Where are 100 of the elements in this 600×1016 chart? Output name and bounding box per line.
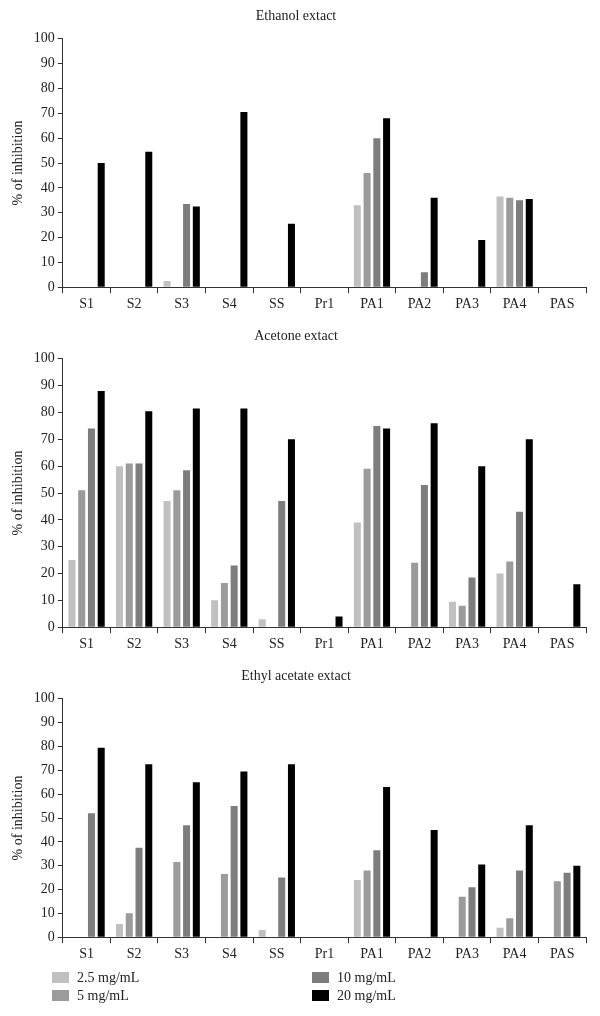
bar: [363, 870, 371, 937]
bar: [383, 787, 391, 937]
bar: [335, 616, 343, 627]
x-tick-label: S2: [126, 946, 142, 962]
x-tick-label: PA3: [455, 636, 479, 652]
y-tick-label: 70: [40, 104, 55, 120]
bar: [478, 864, 486, 937]
x-tick-label: S4: [221, 636, 237, 652]
y-tick-label: 90: [40, 377, 55, 393]
bar: [173, 862, 181, 937]
y-tick-label: 20: [40, 881, 55, 897]
bar: [287, 223, 295, 287]
bar: [496, 573, 504, 627]
bar: [468, 887, 476, 937]
x-tick-label: PA2: [407, 946, 432, 962]
x-tick-label: S3: [174, 636, 190, 652]
bar: [125, 913, 133, 937]
y-tick-label: 40: [40, 179, 55, 195]
x-tick-label: PA2: [407, 296, 432, 312]
x-tick-label: PA4: [502, 636, 527, 652]
bar: [145, 764, 153, 937]
y-tick-label: 60: [40, 457, 55, 473]
bar: [68, 560, 76, 627]
y-tick-label: 0: [47, 618, 55, 634]
bar: [97, 747, 105, 937]
bar: [78, 490, 86, 627]
y-tick-label: 50: [40, 154, 55, 170]
bar: [506, 918, 514, 937]
bar: [240, 112, 248, 287]
x-tick-label: PA4: [502, 946, 527, 962]
bar: [420, 272, 428, 287]
x-tick-label: PA2: [407, 636, 432, 652]
bar: [516, 200, 524, 287]
bar: [373, 425, 381, 627]
bar: [383, 118, 391, 287]
x-tick-label: S4: [221, 946, 237, 962]
y-axis-title: % of inhibition: [10, 450, 26, 536]
y-tick-label: 10: [40, 254, 55, 270]
x-tick-label: S2: [126, 296, 142, 312]
x-tick-label: PA3: [455, 946, 479, 962]
bar: [373, 138, 381, 287]
bar: [516, 870, 524, 937]
y-tick-label: 60: [40, 129, 55, 145]
bar: [183, 825, 191, 937]
bar: [563, 872, 571, 937]
bar: [163, 280, 171, 287]
x-tick-label: PAS: [550, 636, 575, 652]
bar: [458, 605, 466, 627]
chart-title: Acetone extact: [254, 328, 338, 344]
bar: [278, 877, 286, 937]
y-tick-label: 50: [40, 809, 55, 825]
bar: [135, 463, 143, 627]
y-tick-label: 70: [40, 761, 55, 777]
bar: [87, 813, 95, 937]
x-tick-label: S1: [79, 636, 94, 652]
bar: [411, 562, 419, 627]
y-tick-label: 60: [40, 785, 55, 801]
bar: [458, 896, 466, 937]
bar: [506, 197, 514, 287]
x-tick-label: S2: [126, 636, 142, 652]
bar: [145, 411, 153, 627]
chart-title: Ethyl acetate extact: [241, 668, 351, 684]
legend-label: 5 mg/mL: [77, 988, 129, 1003]
bar: [135, 847, 143, 937]
bar: [258, 619, 266, 627]
bar: [287, 764, 295, 937]
chart-title: Ethanol extact: [255, 8, 337, 24]
bar: [183, 470, 191, 627]
bar: [553, 881, 561, 937]
bar: [278, 501, 286, 627]
bar: [220, 582, 228, 627]
bar: [573, 584, 581, 627]
bar: [525, 199, 533, 287]
x-tick-label: PA1: [360, 946, 384, 962]
bar: [516, 511, 524, 627]
x-tick-label: PA1: [360, 636, 384, 652]
bar: [220, 874, 228, 937]
bar: [353, 522, 361, 627]
bar: [353, 205, 361, 287]
bar: [258, 930, 266, 937]
bar: [163, 501, 171, 627]
x-tick-label: PA3: [455, 296, 479, 312]
bar: [87, 428, 95, 627]
y-tick-label: 20: [40, 565, 55, 581]
bar: [192, 782, 200, 937]
y-tick-label: 30: [40, 204, 55, 220]
bar: [525, 439, 533, 627]
y-tick-label: 80: [40, 80, 55, 96]
bar: [173, 490, 181, 627]
x-tick-label: S3: [174, 946, 190, 962]
y-tick-label: 70: [40, 430, 55, 446]
y-tick-label: 80: [40, 404, 55, 420]
y-tick-label: 10: [40, 592, 55, 608]
legend-label: 2.5 mg/mL: [77, 970, 140, 985]
bar: [525, 825, 533, 937]
bar: [430, 829, 438, 937]
y-tick-label: 50: [40, 484, 55, 500]
bar: [363, 468, 371, 627]
y-axis-title: % of inhibition: [10, 120, 26, 206]
x-tick-label: PAS: [550, 946, 575, 962]
